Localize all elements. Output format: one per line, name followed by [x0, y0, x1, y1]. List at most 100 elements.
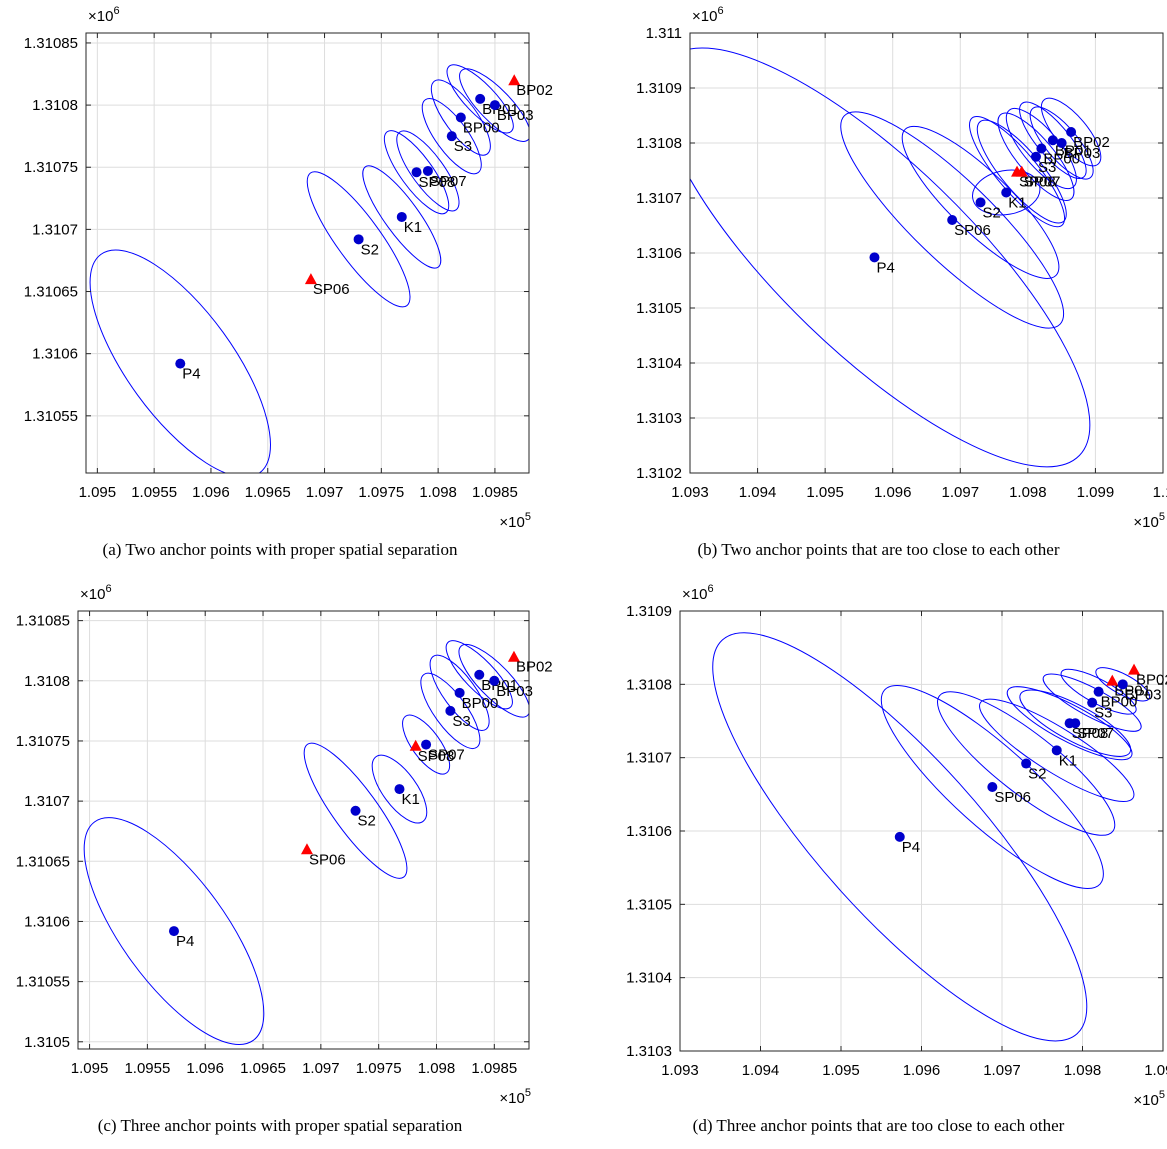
y-tick-label: 1.3104: [636, 355, 682, 372]
x-tick-label: 1.096: [874, 484, 912, 501]
y-tick-label: 1.3107: [32, 221, 78, 238]
y-tick-label: 1.3106: [636, 245, 682, 262]
point-marker-bp00: [455, 112, 466, 123]
x-exponent-label: ×105: [1133, 1089, 1165, 1109]
error-ellipse-bp00: [429, 654, 490, 731]
x-tick-label: 1.097: [306, 484, 344, 501]
axes-box: [77, 610, 530, 1050]
x-tick-label: 1.1: [1153, 484, 1167, 501]
point-label-s2: S2: [361, 241, 379, 258]
point-label-bp00: BP00: [463, 120, 500, 137]
y-tick-label: 1.3107: [626, 750, 672, 767]
y-tick-label: 1.3109: [636, 80, 682, 97]
y-tick-label: 1.3107: [24, 793, 70, 810]
y-tick-label: 1.3107: [636, 190, 682, 207]
y-tick-label: 1.31065: [16, 853, 70, 870]
point-marker-s3: [1087, 697, 1098, 708]
point-label-sp06: SP06: [994, 789, 1031, 806]
error-ellipse-bp03: [459, 68, 529, 142]
point-marker-bp03: [1117, 679, 1128, 690]
point-label-sp08: SP08: [1072, 725, 1109, 742]
chart-b-svg: 1.093 1.094 1.095 1.096 1.097 1.098 1.099 1.1 1.…: [636, 5, 1167, 531]
y-tick-label: 1.3102: [636, 465, 682, 482]
panel-b: 1.093 1.094 1.095 1.096 1.097 1.098 1.099 1.1 1.…: [590, 0, 1167, 575]
point-marker-s2: [1021, 758, 1032, 769]
point-marker-bp00: [1036, 143, 1047, 154]
y-exponent-label: ×106: [682, 583, 714, 603]
point-marker-bp00: [454, 687, 465, 698]
error-ellipses: [712, 632, 1151, 1042]
x-tick-label: 1.098: [1064, 1062, 1102, 1079]
chart-a-svg: 1.095 1.0955 1.096 1.0965 1.097 1.0975 1.098 1.…: [24, 5, 553, 531]
point-label-sp06: SP06: [309, 851, 346, 868]
y-tick-label: 1.31085: [24, 35, 78, 52]
point-label-bp00: BP00: [1101, 694, 1138, 711]
point-label-bp03: BP03: [1064, 145, 1101, 162]
point-label-bp02: BP02: [516, 659, 553, 676]
x-tick-label: 1.097: [942, 484, 980, 501]
error-ellipse-sp08: [1006, 686, 1133, 761]
point-label-s3: S3: [1094, 705, 1112, 722]
y-tick-label: 1.3103: [626, 1043, 672, 1060]
point-marker-sp06: [947, 215, 958, 225]
y-tick-label: 1.3108: [636, 135, 682, 152]
point-marker-k1: [1051, 745, 1062, 756]
x-tick-label: 1.0975: [358, 484, 404, 501]
anchor-marker-bp02: [1128, 663, 1141, 675]
y-tick-label: 1.3109: [626, 603, 672, 620]
x-tick-label: 1.098: [419, 484, 457, 501]
point-marker-bp03: [489, 100, 500, 111]
anchor-marker-sp06: [300, 843, 313, 855]
error-ellipse-s3: [420, 672, 481, 749]
error-ellipse-k1: [371, 754, 428, 824]
y-tick-label: 1.3108: [24, 673, 70, 690]
error-ellipse-p4: [690, 47, 1091, 468]
y-exponent-label: ×106: [80, 583, 112, 603]
point-marker-s3: [446, 131, 457, 142]
point-label-p4: P4: [876, 259, 894, 276]
point-label-p4: P4: [182, 366, 200, 383]
y-tick-label: 1.31055: [16, 974, 70, 991]
error-ellipse-s3: [421, 98, 482, 175]
error-ellipse-sp07: [1019, 689, 1132, 757]
y-tick-label: 1.3105: [24, 1034, 70, 1051]
point-marker-sp06: [987, 782, 998, 792]
point-label-sp07: SP07: [1024, 174, 1061, 191]
error-ellipse-s2: [306, 171, 411, 308]
y-tick-label: 1.3108: [32, 97, 78, 114]
point-label-bp00: BP00: [462, 695, 499, 712]
point-marker-bp01: [1047, 135, 1058, 146]
point-marker-k1: [396, 211, 407, 222]
x-tick-label: 1.0965: [240, 1060, 286, 1077]
error-ellipse-bp03: [1095, 667, 1151, 702]
x-tick-label: 1.093: [661, 1062, 699, 1079]
error-ellipse-bp01: [446, 64, 514, 134]
anchor-marker-bp02: [507, 650, 520, 662]
point-label-bp00: BP00: [1043, 151, 1080, 168]
point-marker-s3: [445, 705, 456, 716]
point-label-sp08: SP08: [418, 748, 455, 765]
point-marker-bp00: [1093, 686, 1104, 697]
error-ellipse-sp07: [402, 714, 451, 775]
y-exponent-label: ×106: [692, 5, 724, 25]
x-tick-label: 1.0965: [245, 484, 291, 501]
error-ellipses: [690, 47, 1102, 468]
point-label-sp07: SP07: [430, 173, 467, 190]
x-tick-label: 1.093: [671, 484, 709, 501]
x-tick-label: 1.0985: [472, 484, 518, 501]
error-ellipse-s2: [901, 125, 1060, 279]
axes-box: [85, 32, 530, 474]
point-label-s2: S2: [358, 813, 376, 830]
error-ellipse-bp01: [445, 640, 513, 710]
error-ellipse-s2: [303, 742, 408, 879]
anchor-marker-sp06: [304, 273, 317, 285]
x-tick-label: 1.098: [418, 1060, 456, 1077]
point-label-p4: P4: [902, 839, 920, 856]
x-tick-label: 1.099: [1077, 484, 1115, 501]
point-label-s3: S3: [452, 713, 470, 730]
error-ellipse-s2: [937, 691, 1116, 836]
point-label-sp08: SP08: [1019, 174, 1056, 191]
point-marker-s2: [975, 197, 986, 208]
